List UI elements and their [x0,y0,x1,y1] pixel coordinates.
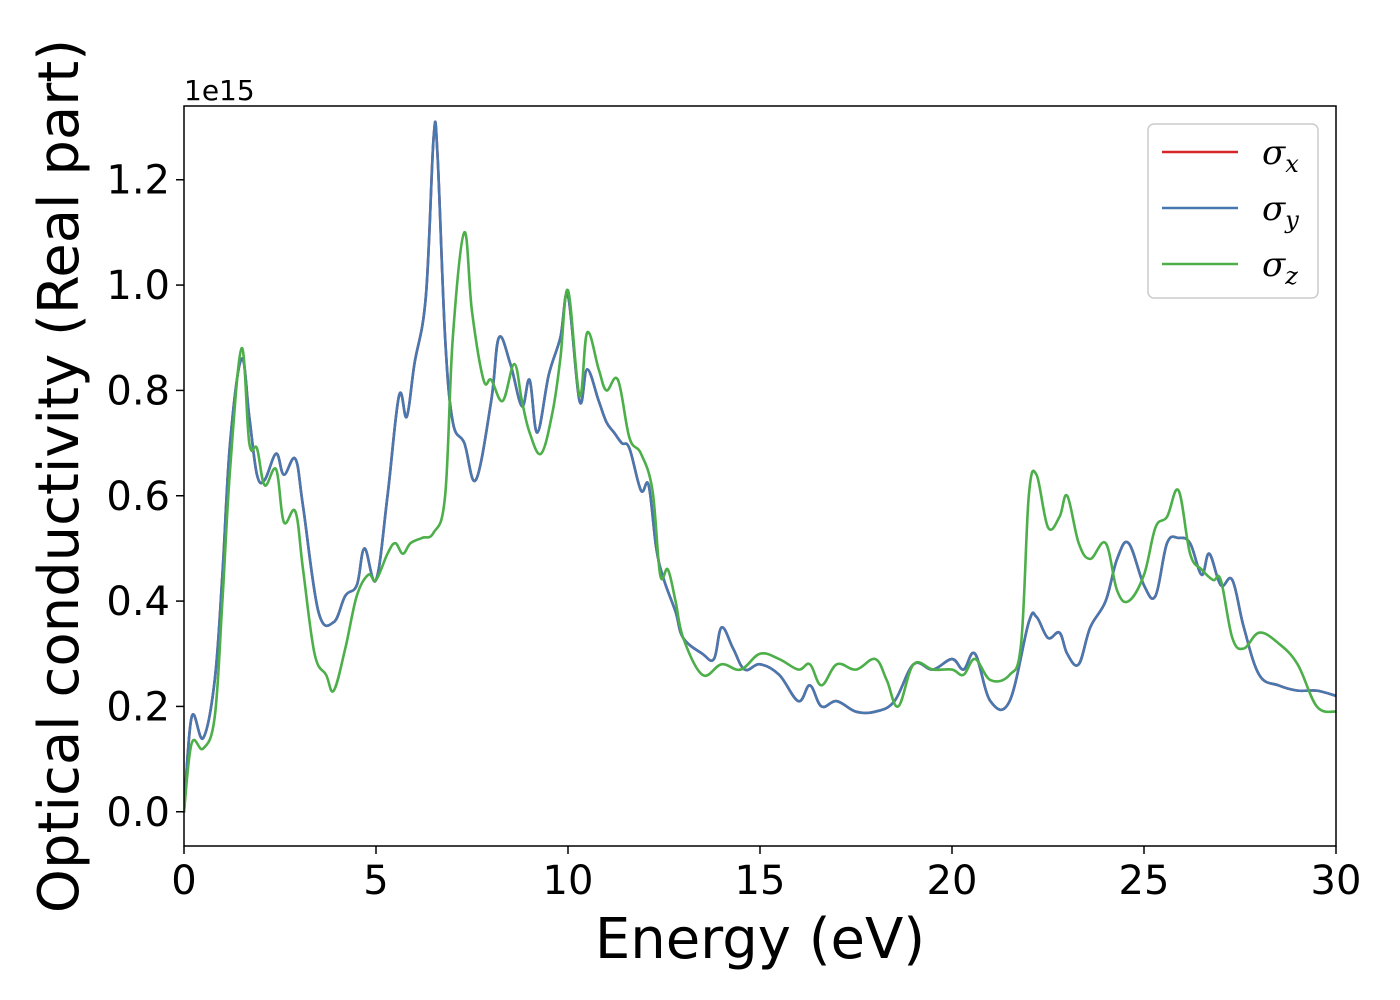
x-tick-label: 20 [927,858,978,904]
x-tick-label: 10 [543,858,594,904]
legend-label: σx [1262,133,1299,178]
x-axis-title: Energy (eV) [595,907,925,972]
x-tick-label: 5 [363,858,388,904]
legend: σx σy σz [1147,123,1319,299]
series-layer [184,120,1336,814]
x-tick-label: 25 [1119,858,1170,904]
x-tick-label: 30 [1311,858,1362,904]
legend-item-sigma-y: σy [1162,189,1299,234]
y-axis-title: Optical conductivity (Real part) [27,39,92,913]
y-offset-label: 1e15 [184,74,255,107]
y-tick-label: 0.6 [106,474,170,520]
series-line-sigma-y [184,120,1336,814]
legend-item-sigma-z: σz [1162,245,1298,290]
legend-label: σy [1262,189,1299,234]
legend-item-sigma-x: σx [1162,133,1299,178]
y-tick-label: 0.8 [106,368,170,414]
legend-label: σz [1262,245,1298,290]
y-tick-label: 1.0 [106,263,170,309]
y-tick-label: 0.2 [106,684,170,730]
y-tick-label: 0.0 [106,790,170,836]
x-tick-label: 0 [171,858,196,904]
y-tick-label: 0.4 [106,579,170,625]
series-line-sigma-z [184,231,1336,814]
x-tick-label: 15 [735,858,786,904]
x-axis-ticks: 0 5 10 15 20 25 30 [171,846,1361,904]
y-axis-ticks: 0.0 0.2 0.4 0.6 0.8 1.0 1.2 [106,158,184,836]
legend-box [1147,123,1319,299]
y-tick-label: 1.2 [106,158,170,204]
